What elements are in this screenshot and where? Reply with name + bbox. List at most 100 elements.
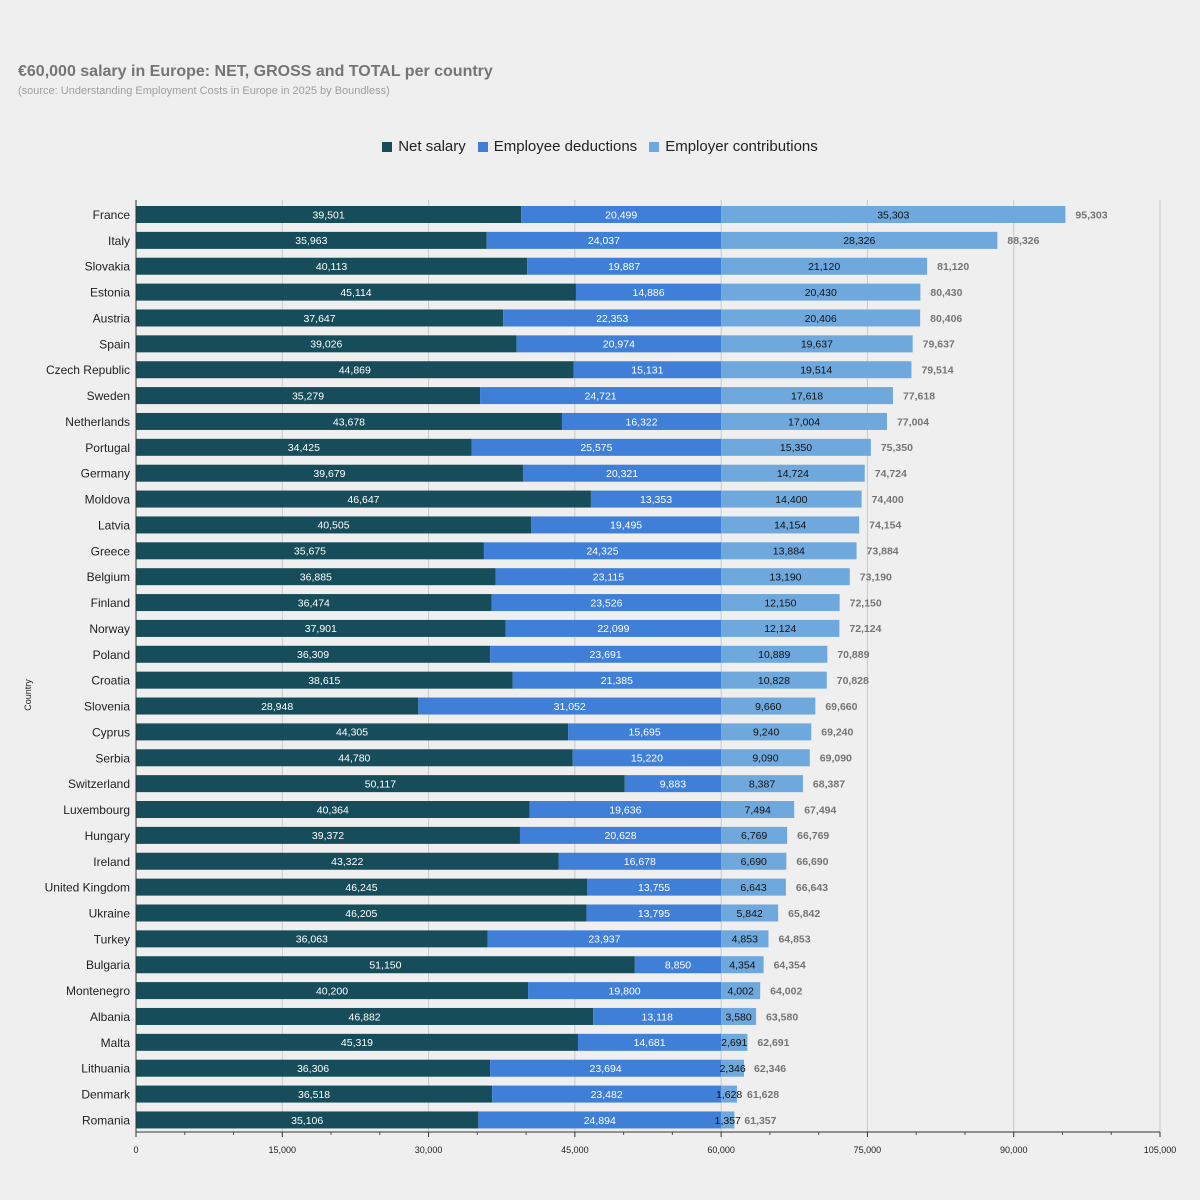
total-label: 64,354 bbox=[774, 960, 806, 972]
total-label: 68,387 bbox=[813, 778, 845, 790]
bar-segment bbox=[527, 257, 722, 275]
category-label: Estonia bbox=[90, 286, 130, 300]
bar-segment bbox=[721, 206, 1066, 223]
total-label: 73,190 bbox=[860, 571, 892, 583]
data-label: 19,887 bbox=[608, 261, 640, 273]
category-label: Turkey bbox=[94, 932, 130, 946]
data-label: 17,618 bbox=[791, 390, 823, 402]
bar-segment bbox=[721, 568, 850, 586]
data-label: 23,482 bbox=[591, 1089, 623, 1101]
bar-segment bbox=[721, 619, 840, 637]
legend-item-deductions[interactable]: Employee deductions bbox=[477, 138, 638, 155]
legend-item-contributions[interactable]: Employer contributions bbox=[649, 138, 818, 155]
bar-segment bbox=[136, 930, 488, 948]
data-label: 37,647 bbox=[304, 313, 336, 325]
bar-segment bbox=[136, 723, 569, 741]
bar-segment bbox=[136, 438, 472, 456]
category-label: Slovakia bbox=[85, 260, 131, 274]
total-label: 66,769 bbox=[797, 830, 829, 842]
bar-segment bbox=[721, 283, 921, 301]
bar-segment bbox=[624, 775, 722, 793]
total-label: 79,514 bbox=[921, 365, 953, 377]
bar-segment bbox=[516, 335, 722, 353]
total-label: 80,406 bbox=[930, 313, 962, 325]
data-label: 6,690 bbox=[741, 856, 767, 868]
data-label: 36,518 bbox=[298, 1089, 330, 1101]
data-label: 46,882 bbox=[349, 1011, 381, 1023]
bar-segment bbox=[721, 490, 862, 508]
data-label: 44,780 bbox=[338, 753, 370, 765]
data-label: 39,372 bbox=[312, 830, 344, 842]
bar-segment bbox=[136, 775, 625, 793]
category-label: Czech Republic bbox=[46, 363, 130, 377]
data-label: 20,974 bbox=[603, 339, 635, 351]
bar-segment bbox=[136, 568, 496, 586]
bar-segment bbox=[575, 283, 722, 301]
bar-segment bbox=[495, 568, 722, 586]
bar-segment bbox=[721, 775, 803, 793]
data-label: 6,643 bbox=[740, 882, 766, 894]
bar-segment bbox=[136, 852, 559, 870]
category-label: Finland bbox=[91, 596, 130, 610]
data-label: 39,679 bbox=[313, 468, 345, 480]
bar-segment bbox=[721, 956, 764, 974]
legend-label-deductions: Employee deductions bbox=[493, 138, 638, 155]
category-label: Spain bbox=[99, 337, 130, 351]
bar-segment bbox=[721, 412, 887, 430]
bar-segment bbox=[577, 1033, 722, 1051]
x-tick-label: 15,000 bbox=[269, 1145, 297, 1155]
data-label: 35,303 bbox=[877, 209, 909, 221]
data-label: 4,002 bbox=[728, 985, 754, 997]
bar-segment bbox=[721, 826, 788, 844]
legend-item-net[interactable]: Net salary bbox=[382, 138, 466, 155]
bar-segment bbox=[471, 438, 722, 456]
category-label: Greece bbox=[91, 544, 131, 558]
data-label: 5,842 bbox=[736, 908, 762, 920]
bar-segment bbox=[136, 542, 484, 560]
data-label: 43,678 bbox=[333, 416, 365, 428]
total-label: 88,326 bbox=[1007, 235, 1039, 247]
data-label: 10,889 bbox=[758, 649, 790, 661]
data-label: 40,505 bbox=[317, 520, 349, 532]
data-label: 16,322 bbox=[625, 416, 657, 428]
data-label: 12,150 bbox=[764, 597, 796, 609]
bar-segment bbox=[503, 309, 722, 327]
bar-segment bbox=[721, 749, 810, 767]
data-label: 14,724 bbox=[777, 468, 809, 480]
total-label: 61,357 bbox=[744, 1115, 776, 1127]
data-label: 20,430 bbox=[805, 287, 837, 299]
legend-label-contributions: Employer contributions bbox=[665, 138, 818, 155]
data-label: 20,406 bbox=[805, 313, 837, 325]
data-label: 36,063 bbox=[296, 934, 328, 946]
bar-segment bbox=[528, 982, 722, 1000]
category-label: Latvia bbox=[98, 518, 130, 532]
bar-segment bbox=[573, 361, 722, 379]
data-label: 14,886 bbox=[632, 287, 664, 299]
bar-segment bbox=[136, 283, 576, 301]
data-label: 46,647 bbox=[347, 494, 379, 506]
data-label: 39,501 bbox=[313, 209, 345, 221]
bar-segment bbox=[721, 1085, 738, 1103]
bar-segment bbox=[521, 206, 722, 223]
total-label: 67,494 bbox=[804, 804, 836, 816]
data-label: 24,721 bbox=[585, 390, 617, 402]
data-label: 13,755 bbox=[638, 882, 670, 894]
bar-segment bbox=[721, 801, 795, 819]
data-label: 44,305 bbox=[336, 727, 368, 739]
bar-segment bbox=[593, 1007, 722, 1025]
bar-segment bbox=[505, 619, 722, 637]
bar-segment bbox=[492, 1085, 722, 1103]
bar-segment bbox=[136, 309, 504, 327]
x-tick-label: 105,000 bbox=[1144, 1145, 1177, 1155]
bar-segment bbox=[136, 619, 506, 637]
bar-segment bbox=[721, 309, 921, 327]
data-label: 35,106 bbox=[291, 1115, 323, 1127]
bar-segment bbox=[136, 826, 520, 844]
data-label: 9,660 bbox=[755, 701, 781, 713]
data-label: 37,901 bbox=[305, 623, 337, 635]
total-label: 74,724 bbox=[875, 468, 907, 480]
total-label: 66,690 bbox=[796, 856, 828, 868]
bar-segment bbox=[519, 826, 722, 844]
total-label: 95,303 bbox=[1075, 209, 1107, 221]
data-label: 24,894 bbox=[584, 1115, 616, 1127]
